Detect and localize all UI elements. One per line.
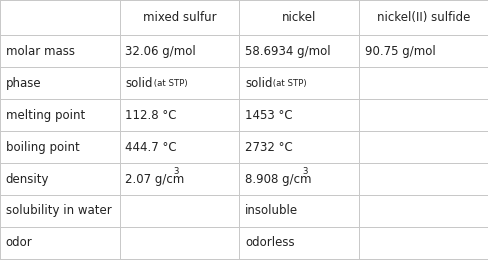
Text: 2732 °C: 2732 °C [245,140,293,153]
Text: nickel: nickel [282,11,316,24]
Text: 3: 3 [173,167,179,177]
Text: boiling point: boiling point [6,140,80,153]
Text: phase: phase [6,76,41,89]
Text: 90.75 g/mol: 90.75 g/mol [365,45,435,57]
Text: 444.7 °C: 444.7 °C [125,140,177,153]
Text: molar mass: molar mass [6,45,75,57]
Text: 8.908 g/cm: 8.908 g/cm [245,173,311,186]
Text: 2.07 g/cm: 2.07 g/cm [125,173,184,186]
Text: 58.6934 g/mol: 58.6934 g/mol [245,45,330,57]
Text: 3: 3 [303,167,308,177]
Text: odorless: odorless [245,237,295,250]
Text: 32.06 g/mol: 32.06 g/mol [125,45,196,57]
Text: solid: solid [245,76,272,89]
Text: melting point: melting point [6,109,85,122]
Text: 1453 °C: 1453 °C [245,109,293,122]
Text: solid: solid [125,76,153,89]
Text: solubility in water: solubility in water [6,204,112,217]
Text: odor: odor [6,237,33,250]
Text: insoluble: insoluble [245,204,298,217]
Text: nickel(II) sulfide: nickel(II) sulfide [377,11,470,24]
Text: density: density [6,173,49,186]
Text: (at STP): (at STP) [270,79,307,88]
Text: (at STP): (at STP) [151,79,187,88]
Text: 112.8 °C: 112.8 °C [125,109,177,122]
Text: mixed sulfur: mixed sulfur [142,11,216,24]
